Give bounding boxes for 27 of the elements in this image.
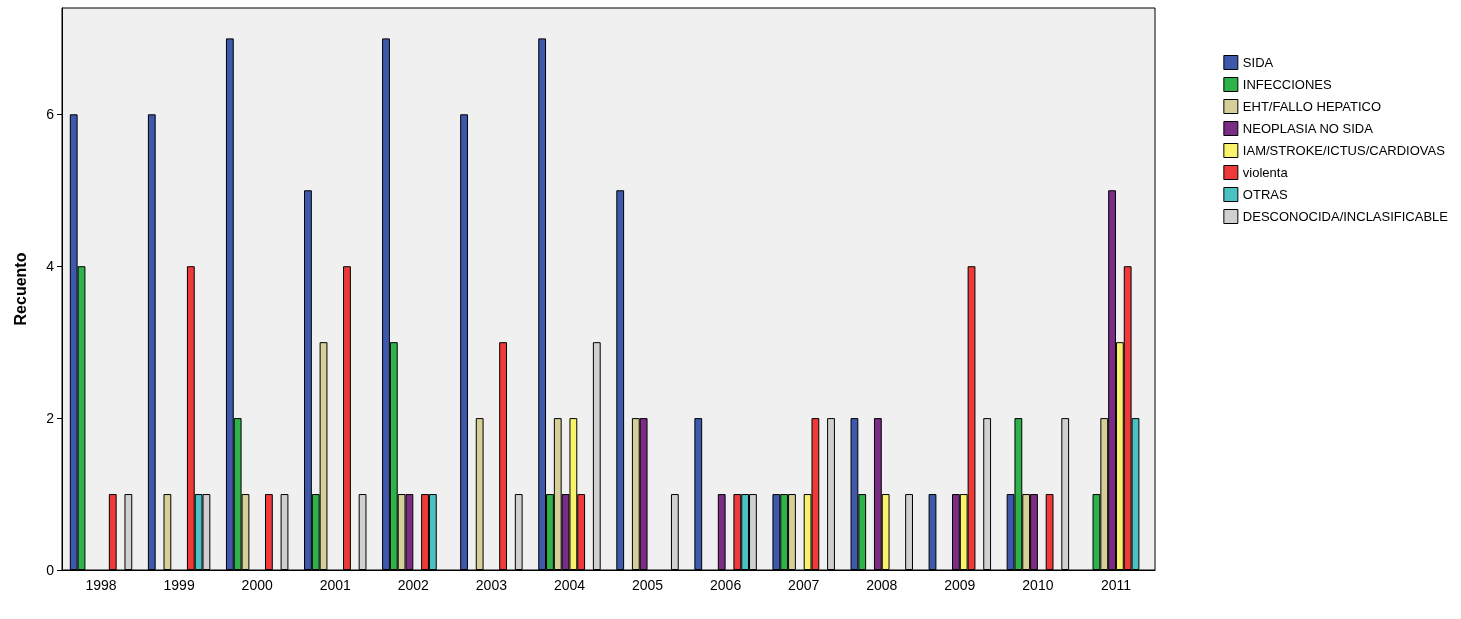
- x-tick-label: 2011: [1100, 577, 1132, 593]
- x-tick-label: 2004: [553, 577, 586, 593]
- y-tick-label: 4: [46, 258, 55, 275]
- legend-label: violenta: [1242, 165, 1289, 180]
- x-tick-label: 2005: [631, 577, 664, 593]
- legend-label: NEOPLASIA NO SIDA: [1242, 121, 1374, 136]
- y-axis-title: Recuento: [11, 252, 29, 326]
- x-tick-label: 2002: [397, 577, 430, 593]
- legend-label: OTRAS: [1242, 187, 1288, 202]
- legend-label: INFECCIONES: [1242, 77, 1333, 92]
- x-tick-label: 1998: [85, 577, 117, 593]
- x-tick-label: 1999: [163, 577, 195, 593]
- y-tick-label: 0: [46, 562, 55, 578]
- legend-label: IAM/STROKE/ICTUS/CARDIOVAS: [1242, 143, 1446, 158]
- x-tick-label: 2001: [319, 577, 352, 593]
- x-tick-label: 2006: [710, 577, 742, 593]
- x-tick-label: 2008: [866, 577, 898, 593]
- x-tick-label: 2003: [475, 577, 508, 593]
- legend-label: SIDA: [1242, 55, 1274, 70]
- legend-label: EHT/FALLO HEPATICO: [1242, 99, 1382, 114]
- x-tick-label: 2010: [1022, 577, 1054, 593]
- x-tick-label: 2007: [788, 577, 820, 593]
- y-tick-label: 6: [46, 106, 55, 123]
- x-tick-label: 2009: [944, 577, 976, 593]
- legend-label: DESCONOCIDA/INCLASIFICABLE: [1242, 209, 1449, 224]
- y-tick-label: 2: [46, 410, 55, 427]
- x-tick-label: 2000: [241, 577, 273, 593]
